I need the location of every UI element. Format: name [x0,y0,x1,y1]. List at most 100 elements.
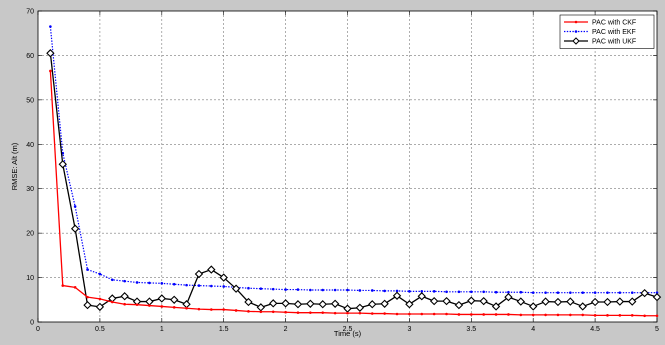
data-point [73,286,77,289]
data-point [569,291,572,294]
series-2 [46,49,662,313]
data-point [210,284,213,288]
data-point [405,300,414,309]
data-point [135,281,139,284]
x-axis-label: Time (s) [334,329,362,338]
data-point [395,312,399,316]
data-point [606,291,609,294]
data-point [58,160,67,169]
data-point [318,300,327,309]
x-tick-label: 5 [655,326,659,333]
data-point [519,313,523,317]
data-point [618,314,622,317]
data-point [408,312,411,316]
data-point [247,286,250,290]
data-point [86,295,89,299]
x-tick-label: 3.5 [466,326,476,333]
legend-item: PAC with EKF [564,29,636,36]
data-point [73,205,77,208]
plot-area [37,10,658,323]
data-point [630,314,634,317]
x-tick-label: 1 [160,326,164,333]
data-point [541,297,550,306]
legend-marker [572,37,580,45]
data-point [333,288,337,292]
data-point [457,313,461,316]
data-point [581,313,585,317]
x-tick-label: 0 [36,326,40,333]
data-point [309,288,312,292]
data-point [83,300,92,310]
data-point [219,273,228,282]
data-point [590,297,600,307]
data-point [358,311,362,315]
data-point [392,291,402,300]
data-point [603,297,612,307]
legend-label: PAC with UKF [592,39,636,46]
data-point [284,310,287,314]
data-point [222,285,225,288]
data-point [566,297,575,306]
data-point [259,310,263,314]
data-point [46,49,55,58]
data-point [640,288,649,298]
data-point [284,288,287,291]
data-point [507,290,510,294]
data-point [197,307,201,311]
data-point [346,288,349,292]
data-point [110,278,114,282]
data-point [519,290,523,294]
y-tick-label: 40 [26,142,34,149]
legend-label: PAC with EKF [592,29,636,36]
data-point [417,292,426,301]
x-tick-label: 2.5 [343,326,353,333]
data-point [355,303,365,312]
data-point [281,299,290,308]
data-point [70,224,80,233]
data-point [432,312,436,316]
legend-marker [574,30,578,33]
data-point [321,311,325,314]
data-point [531,313,535,317]
data-point [172,282,176,286]
legend: PAC with CKF PAC with EKF PAC with UKF [559,14,655,49]
data-point [244,297,253,307]
data-point [556,291,560,294]
data-point [553,297,563,307]
data-point [581,291,585,294]
data-point [593,314,597,317]
data-point [160,282,164,285]
data-point [370,312,374,315]
data-point [652,292,662,302]
data-point [643,314,646,318]
data-point [123,302,126,306]
data-point [296,311,300,314]
data-point [120,292,129,301]
data-point [185,283,188,287]
data-point [321,288,325,292]
data-point [380,299,389,308]
data-point [271,287,275,291]
x-tick-label: 0.5 [95,326,105,333]
y-tick-label: 10 [26,275,34,282]
data-point [61,284,65,287]
data-point [457,290,461,294]
data-point [293,300,303,309]
data-point [148,304,151,307]
data-point [531,291,535,294]
data-point [482,290,485,294]
x-tick-label: 2 [284,326,288,333]
data-point [269,299,278,308]
series-line [49,26,657,294]
data-point [49,25,52,28]
legend-item: PAC with UKF [564,37,636,46]
data-point [395,289,399,293]
y-tick-label: 60 [26,53,34,60]
data-point [194,269,204,279]
y-tick-label: 20 [26,231,34,238]
data-point [98,297,102,301]
data-point [346,311,349,315]
data-point [247,310,250,313]
data-point [491,302,501,311]
